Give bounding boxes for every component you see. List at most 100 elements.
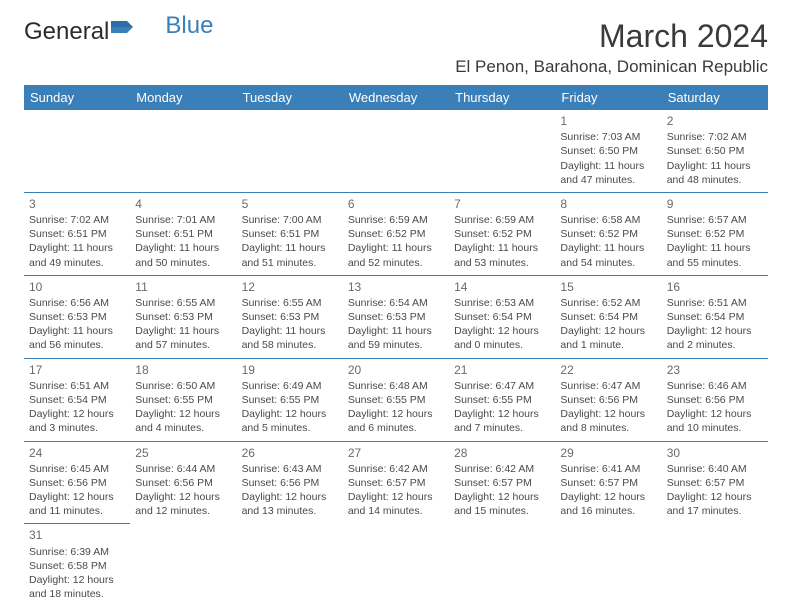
- day-info-line: Daylight: 11 hours: [560, 241, 656, 255]
- day-info-line: Sunrise: 6:59 AM: [348, 213, 444, 227]
- day-info-line: Sunset: 6:57 PM: [560, 476, 656, 490]
- calendar-cell: 4Sunrise: 7:01 AMSunset: 6:51 PMDaylight…: [130, 192, 236, 275]
- day-info-line: Sunset: 6:57 PM: [667, 476, 763, 490]
- calendar-body: 1Sunrise: 7:03 AMSunset: 6:50 PMDaylight…: [24, 110, 768, 606]
- calendar-cell: 28Sunrise: 6:42 AMSunset: 6:57 PMDayligh…: [449, 441, 555, 524]
- day-info-line: and 12 minutes.: [135, 504, 231, 518]
- day-info-line: Sunset: 6:54 PM: [560, 310, 656, 324]
- calendar-cell: [343, 110, 449, 192]
- brand-logo: General Blue: [24, 18, 185, 46]
- location-line: El Penon, Barahona, Dominican Republic: [455, 57, 768, 77]
- day-number: 13: [348, 279, 444, 295]
- day-info-line: Daylight: 12 hours: [29, 573, 125, 587]
- day-info-line: Daylight: 12 hours: [667, 490, 763, 504]
- day-info-line: and 59 minutes.: [348, 338, 444, 352]
- calendar-cell: 18Sunrise: 6:50 AMSunset: 6:55 PMDayligh…: [130, 358, 236, 441]
- day-number: 10: [29, 279, 125, 295]
- page-header: General Blue March 2024 El Penon, Baraho…: [24, 18, 768, 77]
- day-info-line: Sunrise: 6:55 AM: [242, 296, 338, 310]
- weekday-header: Saturday: [662, 85, 768, 110]
- day-info-line: Sunset: 6:52 PM: [348, 227, 444, 241]
- day-info-line: and 52 minutes.: [348, 256, 444, 270]
- day-info-line: and 14 minutes.: [348, 504, 444, 518]
- day-info-line: and 51 minutes.: [242, 256, 338, 270]
- day-info-line: Sunset: 6:50 PM: [667, 144, 763, 158]
- calendar-cell: 21Sunrise: 6:47 AMSunset: 6:55 PMDayligh…: [449, 358, 555, 441]
- calendar-cell: 24Sunrise: 6:45 AMSunset: 6:56 PMDayligh…: [24, 441, 130, 524]
- day-info-line: Sunrise: 6:51 AM: [29, 379, 125, 393]
- title-block: March 2024 El Penon, Barahona, Dominican…: [455, 18, 768, 77]
- day-number: 20: [348, 362, 444, 378]
- calendar-cell: 16Sunrise: 6:51 AMSunset: 6:54 PMDayligh…: [662, 275, 768, 358]
- day-number: 15: [560, 279, 656, 295]
- calendar-cell: [449, 524, 555, 606]
- calendar-cell: 19Sunrise: 6:49 AMSunset: 6:55 PMDayligh…: [237, 358, 343, 441]
- day-number: 7: [454, 196, 550, 212]
- day-info-line: and 6 minutes.: [348, 421, 444, 435]
- calendar-cell: 31Sunrise: 6:39 AMSunset: 6:58 PMDayligh…: [24, 524, 130, 606]
- day-info-line: Sunrise: 7:02 AM: [667, 130, 763, 144]
- weekday-header: Monday: [130, 85, 236, 110]
- day-number: 31: [29, 527, 125, 543]
- calendar-cell: [130, 524, 236, 606]
- day-info-line: Sunset: 6:55 PM: [242, 393, 338, 407]
- day-info-line: and 15 minutes.: [454, 504, 550, 518]
- calendar-cell: 23Sunrise: 6:46 AMSunset: 6:56 PMDayligh…: [662, 358, 768, 441]
- calendar-cell: 30Sunrise: 6:40 AMSunset: 6:57 PMDayligh…: [662, 441, 768, 524]
- day-number: 6: [348, 196, 444, 212]
- day-info-line: Sunrise: 6:59 AM: [454, 213, 550, 227]
- day-info-line: and 54 minutes.: [560, 256, 656, 270]
- day-number: 22: [560, 362, 656, 378]
- day-info-line: and 2 minutes.: [667, 338, 763, 352]
- calendar-cell: 3Sunrise: 7:02 AMSunset: 6:51 PMDaylight…: [24, 192, 130, 275]
- day-info-line: Sunrise: 6:55 AM: [135, 296, 231, 310]
- day-info-line: and 48 minutes.: [667, 173, 763, 187]
- day-info-line: and 49 minutes.: [29, 256, 125, 270]
- day-number: 2: [667, 113, 763, 129]
- day-info-line: Daylight: 12 hours: [29, 490, 125, 504]
- day-info-line: Daylight: 12 hours: [135, 407, 231, 421]
- calendar-cell: 1Sunrise: 7:03 AMSunset: 6:50 PMDaylight…: [555, 110, 661, 192]
- day-info-line: Sunrise: 6:57 AM: [667, 213, 763, 227]
- calendar-cell: 26Sunrise: 6:43 AMSunset: 6:56 PMDayligh…: [237, 441, 343, 524]
- day-number: 28: [454, 445, 550, 461]
- day-number: 23: [667, 362, 763, 378]
- day-info-line: and 18 minutes.: [29, 587, 125, 601]
- day-number: 25: [135, 445, 231, 461]
- calendar-cell: [449, 110, 555, 192]
- day-info-line: Sunrise: 7:03 AM: [560, 130, 656, 144]
- calendar-cell: [24, 110, 130, 192]
- day-info-line: Sunrise: 7:02 AM: [29, 213, 125, 227]
- day-number: 3: [29, 196, 125, 212]
- day-info-line: Sunrise: 6:51 AM: [667, 296, 763, 310]
- day-info-line: Sunset: 6:53 PM: [135, 310, 231, 324]
- day-info-line: Daylight: 12 hours: [29, 407, 125, 421]
- day-info-line: Sunrise: 6:39 AM: [29, 545, 125, 559]
- day-info-line: Daylight: 11 hours: [667, 241, 763, 255]
- day-info-line: Sunrise: 6:48 AM: [348, 379, 444, 393]
- day-info-line: Sunset: 6:56 PM: [29, 476, 125, 490]
- day-info-line: Sunset: 6:56 PM: [242, 476, 338, 490]
- day-number: 27: [348, 445, 444, 461]
- weekday-header: Tuesday: [237, 85, 343, 110]
- day-number: 8: [560, 196, 656, 212]
- calendar-cell: [237, 110, 343, 192]
- day-info-line: Sunrise: 6:41 AM: [560, 462, 656, 476]
- day-info-line: and 13 minutes.: [242, 504, 338, 518]
- day-info-line: Sunset: 6:56 PM: [135, 476, 231, 490]
- calendar-cell: 13Sunrise: 6:54 AMSunset: 6:53 PMDayligh…: [343, 275, 449, 358]
- day-info-line: Sunset: 6:50 PM: [560, 144, 656, 158]
- day-number: 30: [667, 445, 763, 461]
- day-info-line: Sunset: 6:52 PM: [667, 227, 763, 241]
- calendar-cell: 29Sunrise: 6:41 AMSunset: 6:57 PMDayligh…: [555, 441, 661, 524]
- day-info-line: Sunset: 6:53 PM: [29, 310, 125, 324]
- weekday-header: Sunday: [24, 85, 130, 110]
- day-number: 17: [29, 362, 125, 378]
- day-info-line: and 55 minutes.: [667, 256, 763, 270]
- day-info-line: and 16 minutes.: [560, 504, 656, 518]
- weekday-header: Thursday: [449, 85, 555, 110]
- day-info-line: Sunrise: 6:47 AM: [560, 379, 656, 393]
- day-info-line: Sunrise: 6:42 AM: [454, 462, 550, 476]
- day-info-line: and 58 minutes.: [242, 338, 338, 352]
- day-info-line: Sunrise: 6:58 AM: [560, 213, 656, 227]
